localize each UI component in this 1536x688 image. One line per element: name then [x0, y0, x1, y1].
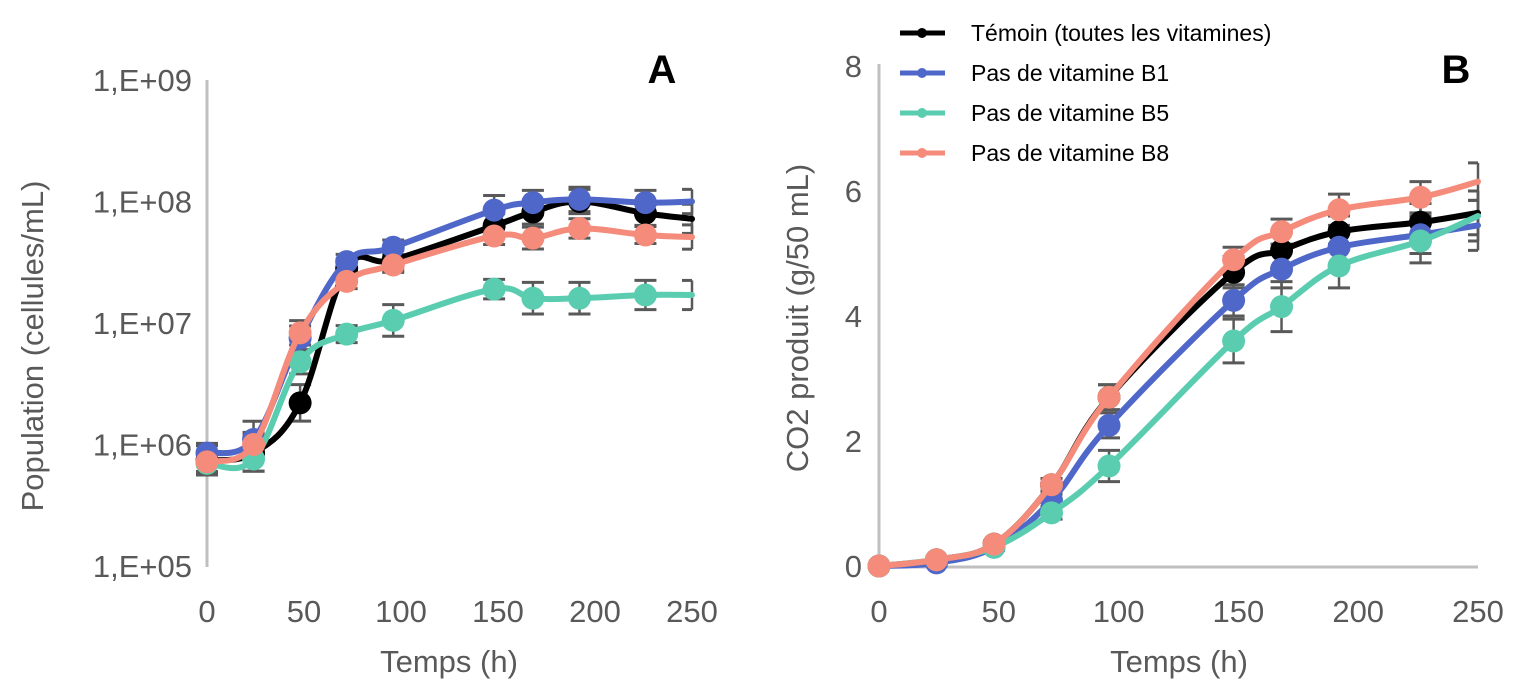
series-line-0: [204, 198, 695, 464]
legend-label: Témoin (toutes les vitamines): [971, 20, 1271, 46]
data-point: [1097, 413, 1121, 437]
data-point: [982, 532, 1006, 556]
data-point: [381, 253, 405, 277]
data-point: [1270, 220, 1294, 244]
data-point: [381, 235, 405, 259]
legend-item[interactable]: Pas de vitamine B1: [900, 60, 1169, 86]
data-point: [1270, 238, 1294, 262]
legend: Témoin (toutes les vitamines) Pas de vit…: [900, 20, 1271, 166]
data-point: [633, 191, 657, 215]
data-point: [242, 433, 266, 456]
data-point: [1327, 254, 1351, 278]
chart-a: 1,E+05 1,E+06 1,E+07 1,E+08 1,E+09 0 50 100 150…: [15, 48, 718, 679]
y-tick-label: 1,E+06: [93, 428, 192, 463]
x-tick-label: 0: [870, 594, 887, 629]
chart-b-panel-label: B: [1442, 48, 1471, 92]
data-point: [567, 286, 591, 310]
x-tick-label: 150: [1213, 594, 1265, 629]
data-point: [1097, 454, 1121, 478]
data-point: [1408, 185, 1432, 209]
x-tick-label: 100: [1093, 594, 1145, 629]
data-point: [1222, 248, 1246, 272]
y-tick-label: 1,E+08: [93, 185, 192, 220]
legend-label: Pas de vitamine B8: [971, 140, 1169, 166]
data-point: [335, 322, 359, 346]
data-point: [521, 286, 545, 310]
legend-marker: [917, 68, 927, 78]
x-tick-label: 50: [982, 594, 1016, 629]
legend-marker: [917, 108, 927, 118]
chart-a-panel-label: A: [648, 48, 677, 92]
y-tick-label: 0: [845, 549, 862, 584]
legend-item[interactable]: Pas de vitamine B5: [900, 100, 1169, 126]
x-tick-label: 250: [1452, 594, 1504, 629]
series-line-2: [876, 213, 1481, 569]
data-point: [1327, 235, 1351, 259]
data-point: [482, 198, 506, 222]
x-tick-label: 200: [1332, 594, 1384, 629]
data-point: [1270, 257, 1294, 281]
y-tick-label: 1,E+09: [93, 63, 192, 98]
chart-b: 0 2 4 6 8 0 50 100 150 200 250 CO2 produit (g/50 …: [780, 48, 1504, 679]
y-tick-label: 6: [845, 174, 862, 209]
data-point: [288, 391, 312, 415]
data-point: [1270, 295, 1294, 319]
x-tick-label: 200: [569, 594, 621, 629]
series-line-2: [204, 285, 695, 472]
data-point: [521, 226, 545, 250]
series-line-1: [204, 196, 695, 457]
x-tick-label: 0: [198, 594, 215, 629]
y-tick-label: 4: [845, 299, 862, 334]
data-point: [381, 308, 405, 332]
data-point: [521, 191, 545, 215]
x-tick-label: 150: [472, 594, 524, 629]
data-point: [482, 224, 506, 248]
y-tick-label: 1,E+05: [93, 549, 192, 584]
data-point: [633, 223, 657, 247]
chart-b-y-axis-label: CO2 produit (g/50 mL): [780, 164, 815, 472]
data-point: [1327, 198, 1351, 222]
data-point: [567, 187, 591, 211]
series-line-3: [876, 178, 1481, 569]
data-point: [335, 269, 359, 293]
series-line-3: [204, 225, 695, 465]
chart-a-y-axis-label: Population (cellules/mL): [15, 181, 50, 512]
legend-item[interactable]: Pas de vitamine B8: [900, 140, 1169, 166]
legend-label: Pas de vitamine B1: [971, 60, 1169, 86]
data-point: [1097, 385, 1121, 409]
x-tick-label: 250: [666, 594, 718, 629]
data-point: [195, 450, 219, 474]
data-point: [1222, 288, 1246, 312]
y-tick-label: 1,E+07: [93, 306, 192, 341]
data-point: [1408, 229, 1432, 253]
chart-a-x-axis-label: Temps (h): [380, 644, 518, 679]
data-point: [482, 277, 506, 301]
data-point: [925, 548, 949, 572]
y-tick-label: 8: [845, 49, 862, 84]
data-point: [288, 350, 312, 374]
data-point: [1222, 329, 1246, 353]
legend-label: Pas de vitamine B5: [971, 100, 1169, 126]
legend-marker: [917, 28, 927, 38]
data-point: [1040, 473, 1064, 497]
data-point: [567, 216, 591, 240]
x-tick-label: 50: [287, 594, 321, 629]
data-point: [633, 283, 657, 307]
data-point: [288, 321, 312, 345]
x-tick-label: 100: [375, 594, 427, 629]
legend-marker: [917, 148, 927, 158]
error-bars-1: [925, 198, 1480, 568]
data-point: [867, 554, 891, 578]
chart-b-x-axis-label: Temps (h): [1110, 644, 1248, 679]
legend-item[interactable]: Témoin (toutes les vitamines): [900, 20, 1271, 46]
data-point: [335, 250, 359, 274]
y-tick-label: 2: [845, 424, 862, 459]
series-line-0: [876, 209, 1481, 569]
data-point: [1040, 501, 1064, 525]
